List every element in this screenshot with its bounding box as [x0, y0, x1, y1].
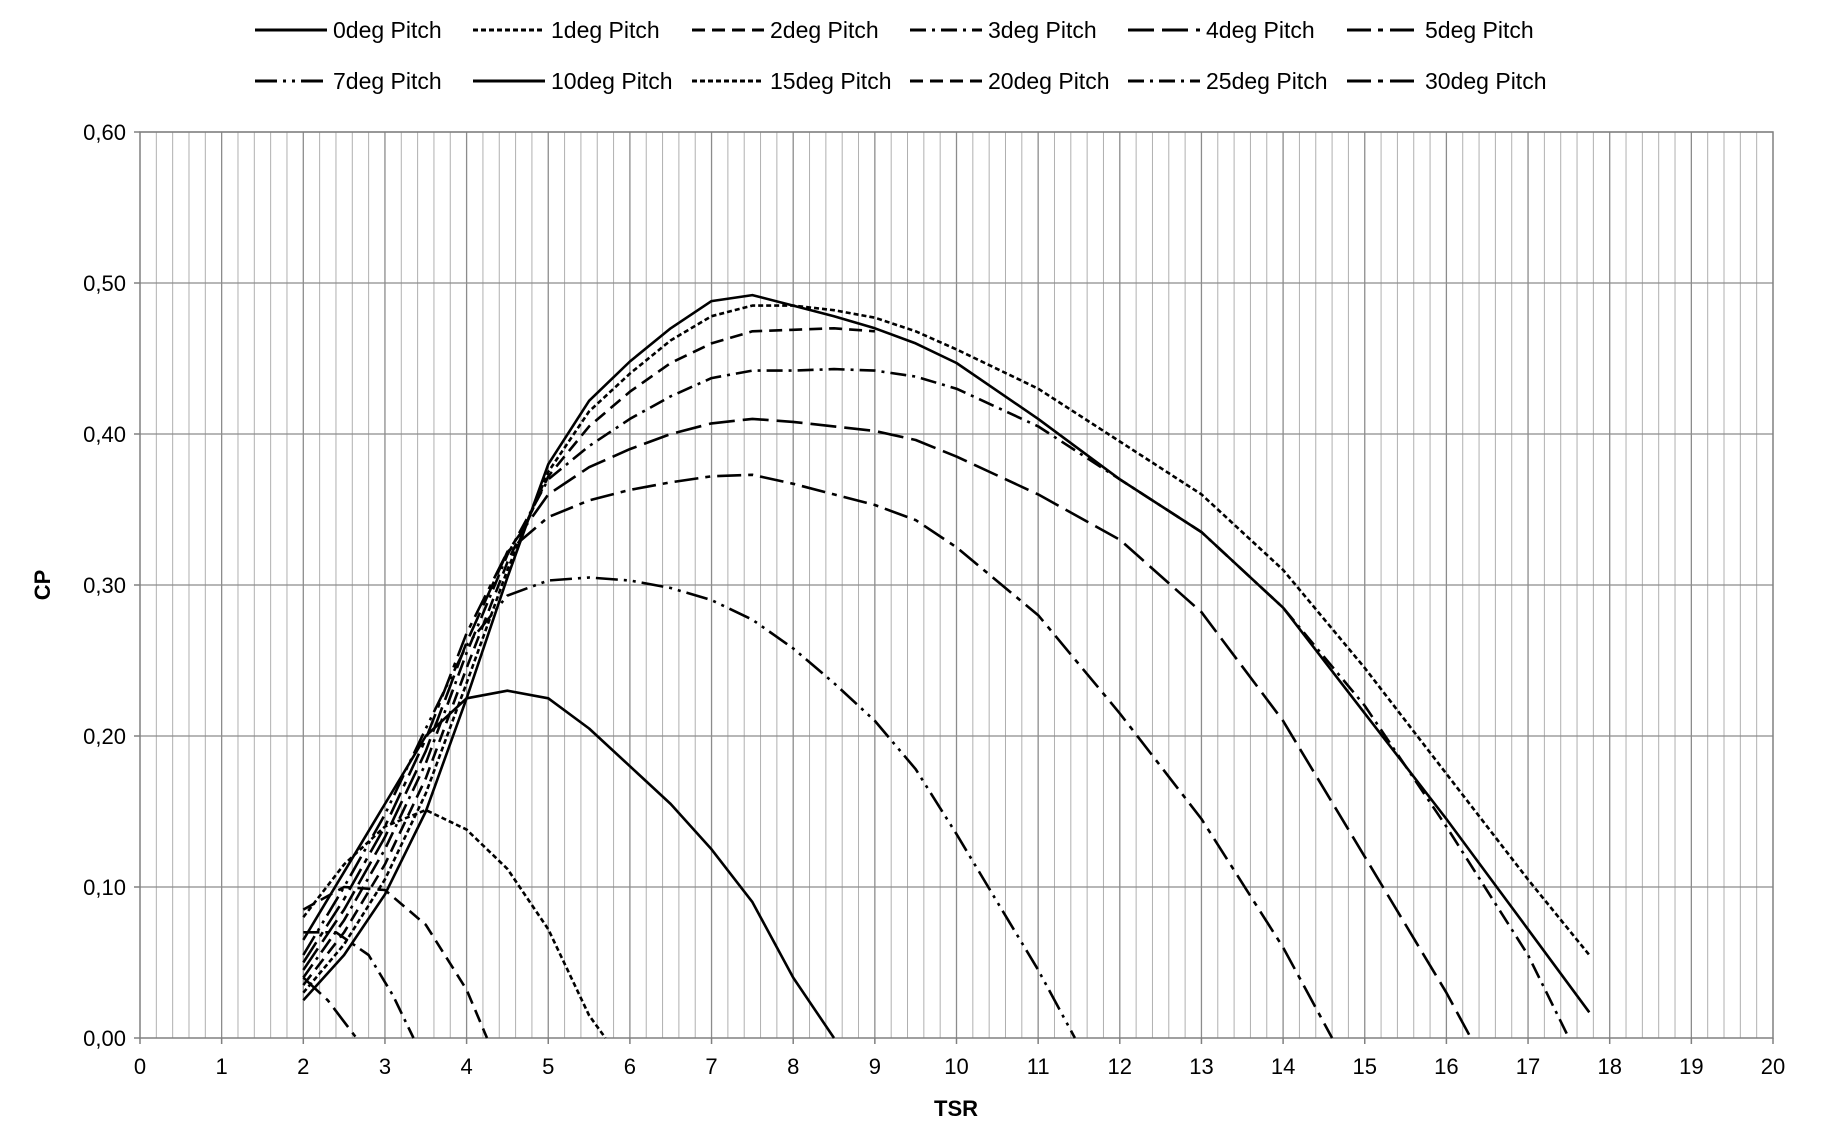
series-line-10deg-pitch: [302, 689, 836, 1039]
x-tick-label: 7: [705, 1054, 717, 1079]
major-gridlines: [140, 131, 1773, 1038]
legend-label: 5deg Pitch: [1425, 17, 1534, 43]
x-tick-label: 8: [787, 1054, 799, 1079]
legend-label: 10deg Pitch: [551, 68, 672, 94]
series-line-15deg-pitch: [302, 808, 607, 1039]
legend-label: 30deg Pitch: [1425, 68, 1546, 94]
y-tick-label: 0,30: [83, 573, 126, 598]
series-line-0deg-pitch: [302, 293, 1591, 1014]
x-tick-label: 3: [379, 1054, 391, 1079]
x-tick-label: 20: [1761, 1054, 1785, 1079]
y-tick-label: 0,40: [83, 422, 126, 447]
x-tick-label: 14: [1271, 1054, 1295, 1079]
x-tick-label: 9: [869, 1054, 881, 1079]
x-tick-label: 2: [297, 1054, 309, 1079]
chart-legend: 0deg Pitch 1deg Pitch 2deg Pitch 3deg Pitch…: [255, 17, 1546, 94]
x-axis-title: TSR: [934, 1096, 978, 1121]
y-axis-title: CP: [30, 570, 55, 601]
x-tick-label: 16: [1434, 1054, 1458, 1079]
x-tick-label: 17: [1516, 1054, 1540, 1079]
legend-label: 1deg Pitch: [551, 17, 660, 43]
series-line-1deg-pitch: [302, 304, 1591, 994]
legend-label: 2deg Pitch: [770, 17, 879, 43]
x-tick-label: 13: [1189, 1054, 1213, 1079]
x-tick-label: 10: [944, 1054, 968, 1079]
series-lines: [302, 293, 1591, 1039]
legend-label: 3deg Pitch: [988, 17, 1097, 43]
series-line-5deg-pitch: [302, 473, 1334, 1039]
series-line-30deg-pitch: [302, 976, 358, 1039]
legend-label: 4deg Pitch: [1206, 17, 1315, 43]
legend-label: 7deg Pitch: [333, 68, 442, 94]
y-tick-label: 0,60: [83, 120, 126, 145]
x-tick-label: 15: [1353, 1054, 1377, 1079]
series-line-7deg-pitch: [302, 576, 1077, 1039]
legend-label: 15deg Pitch: [770, 68, 891, 94]
y-tick-label: 0,20: [83, 724, 126, 749]
x-tick-label: 18: [1597, 1054, 1621, 1079]
x-tick-label: 6: [624, 1054, 636, 1079]
legend-label: 20deg Pitch: [988, 68, 1109, 94]
x-tick-label: 11: [1027, 1054, 1050, 1079]
x-tick-label: 4: [460, 1054, 472, 1079]
x-tick-label: 12: [1108, 1054, 1132, 1079]
series-line-3deg-pitch: [302, 367, 1571, 1039]
y-axis: 0,00 0,10 0,20 0,30 0,40 0,50 0,60: [83, 120, 140, 1051]
legend-label: 25deg Pitch: [1206, 68, 1327, 94]
x-axis: 0 1 2 3 4 5 6 7 8 9 10 11 12 13 14 15 16 17 18 19 20: [134, 1038, 1785, 1079]
y-tick-label: 0,00: [83, 1026, 126, 1051]
y-tick-label: 0,50: [83, 271, 126, 296]
series-line-4deg-pitch: [302, 417, 1473, 1039]
legend-label: 0deg Pitch: [333, 17, 442, 43]
x-tick-label: 0: [134, 1054, 146, 1079]
series-line-25deg-pitch: [303, 930, 415, 1039]
x-tick-label: 5: [542, 1054, 554, 1079]
x-tick-label: 19: [1679, 1054, 1703, 1079]
y-tick-label: 0,10: [83, 875, 126, 900]
x-tick-label: 1: [216, 1054, 228, 1079]
series-line-20deg-pitch: [302, 885, 489, 1039]
series-line-2deg-pitch: [302, 326, 875, 986]
